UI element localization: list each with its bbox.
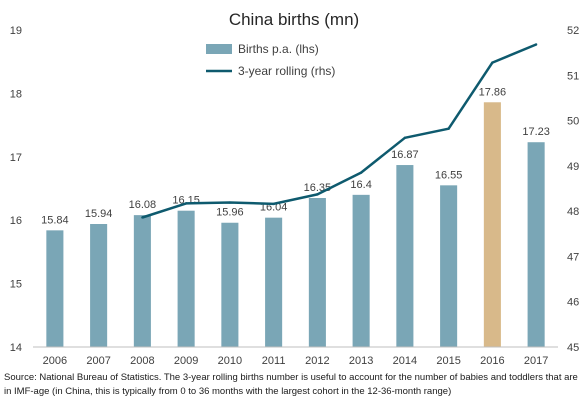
legend-bar-swatch xyxy=(206,44,232,54)
source-footnote: Source: National Bureau of Statistics. T… xyxy=(4,372,578,397)
line-series xyxy=(141,43,538,219)
legend: Births p.a. (lhs) 3-year rolling (rhs) xyxy=(206,42,335,78)
right-axis-tick-label: 46 xyxy=(567,297,579,309)
bar-data-label: 17.23 xyxy=(522,126,550,138)
right-axis-tick-label: 50 xyxy=(567,116,579,128)
x-axis-tick-label: 2014 xyxy=(393,355,417,367)
rolling-line-point-2009 xyxy=(184,202,188,205)
bar-2007 xyxy=(90,224,108,347)
x-axis: 2006 2007 2008 2009 2010 2011 2012 2013 2014 2015… xyxy=(33,346,558,367)
x-axis-tick-label: 2009 xyxy=(174,355,198,367)
bar-data-label: 15.94 xyxy=(85,208,113,220)
right-axis-tick-label: 45 xyxy=(567,342,579,354)
chart-title: China births (mn) xyxy=(229,10,359,29)
left-axis-tick-label: 16 xyxy=(10,215,22,227)
right-axis-tick-label: 52 xyxy=(567,25,579,37)
x-axis-tick-label: 2017 xyxy=(524,355,548,367)
bar-2012 xyxy=(308,198,326,347)
right-axis-tick-label: 51 xyxy=(567,70,579,82)
x-axis-tick-label: 2013 xyxy=(349,355,373,367)
rolling-line-point-2012 xyxy=(316,193,319,196)
legend-line-label: 3-year rolling (rhs) xyxy=(238,64,335,78)
bar-data-label: 16.35 xyxy=(304,182,332,194)
x-axis-tick-label: 2011 xyxy=(262,355,286,367)
bar-2011 xyxy=(265,217,283,347)
bar-data-label: 15.84 xyxy=(41,214,69,226)
right-axis-tick-label: 47 xyxy=(567,251,579,263)
bar-series xyxy=(46,102,545,347)
bar-2017 xyxy=(527,142,545,347)
rolling-line-point-2013 xyxy=(359,171,363,174)
rolling-line-point-2016 xyxy=(491,61,494,64)
bar-data-label: 16.4 xyxy=(350,179,371,191)
right-axis-tick-label: 48 xyxy=(567,206,579,218)
x-axis-tick-label: 2007 xyxy=(86,355,110,367)
bar-2008 xyxy=(133,215,151,347)
right-axis-tick-label: 49 xyxy=(567,161,579,173)
bar-2014 xyxy=(396,165,414,347)
bar-2013 xyxy=(352,194,370,347)
left-axis-tick-label: 14 xyxy=(10,342,22,354)
rolling-line-point-2015 xyxy=(447,127,450,130)
bar-data-label: 17.86 xyxy=(479,86,507,98)
x-axis-tick-label: 2006 xyxy=(43,355,67,367)
legend-bar-label: Births p.a. (lhs) xyxy=(238,42,319,56)
bar-data-label: 15.96 xyxy=(216,207,244,219)
bar-2015 xyxy=(440,185,458,347)
rolling-line-point-2017 xyxy=(534,43,538,46)
x-axis-tick-label: 2012 xyxy=(305,355,329,367)
rolling-line-point-2008 xyxy=(141,216,144,219)
rolling-line-point-2014 xyxy=(403,136,407,139)
x-axis-tick-label: 2008 xyxy=(130,355,154,367)
rolling-line xyxy=(142,43,537,219)
left-axis-tick-label: 19 xyxy=(10,25,22,37)
x-axis-tick-label: 2010 xyxy=(218,355,242,367)
bar-2016 xyxy=(483,102,501,347)
bar-data-label: 16.87 xyxy=(391,149,419,161)
bar-2009 xyxy=(177,210,195,347)
bar-data-label: 16.08 xyxy=(129,199,157,211)
x-axis-tick-label: 2015 xyxy=(436,355,460,367)
bar-data-label: 16.15 xyxy=(172,195,200,207)
rolling-line-point-2011 xyxy=(272,202,275,206)
right-axis: 45 46 47 48 49 50 51 52 xyxy=(567,25,579,354)
bar-2010 xyxy=(221,222,239,347)
left-axis: 14 15 16 17 18 19 xyxy=(10,25,22,354)
left-axis-tick-label: 18 xyxy=(10,88,22,100)
x-axis-tick-label: 2016 xyxy=(480,355,504,367)
rolling-line-point-2010 xyxy=(228,201,232,204)
bar-2006 xyxy=(46,230,64,347)
left-axis-tick-label: 15 xyxy=(10,279,22,291)
left-axis-tick-label: 17 xyxy=(10,152,22,164)
bar-data-label: 16.55 xyxy=(435,169,463,181)
